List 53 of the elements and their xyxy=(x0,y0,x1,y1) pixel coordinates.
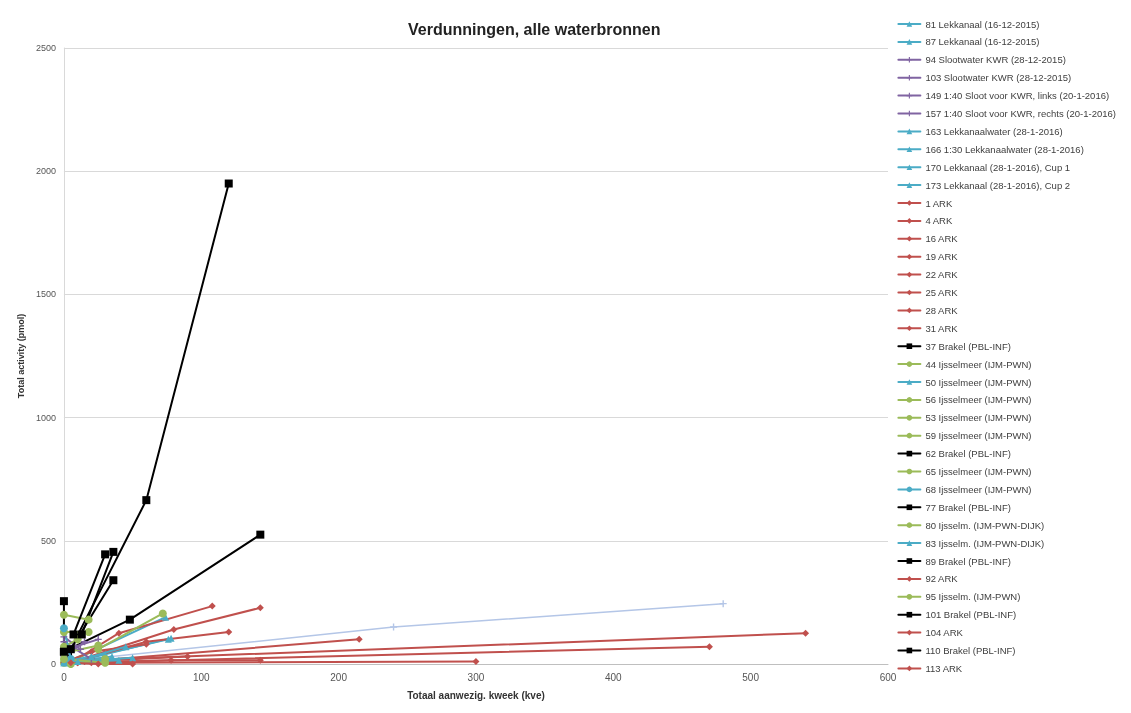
legend-label: 170 Lekkanaal (28-1-2016), Cup 1 xyxy=(925,161,1071,173)
y-axis-title: Total activity (pmol) xyxy=(15,313,26,399)
legend-label: 16 ARK xyxy=(925,233,959,245)
legend-label: 28 ARK xyxy=(925,304,959,316)
legend-label: 87 Lekkanaal (16-12-2015) xyxy=(925,36,1040,48)
legend-label: 59 Ijsselmeer (IJM-PWN) xyxy=(925,430,1032,442)
legend-label: 103 Slootwater KWR (28-12-2015) xyxy=(925,72,1072,84)
legend-label: 1 ARK xyxy=(925,197,953,209)
legend-label: 104 ARK xyxy=(925,627,964,639)
y-tick-label: 500 xyxy=(40,535,56,546)
x-tick-label: 0 xyxy=(61,671,68,683)
legend-label: 31 ARK xyxy=(925,322,959,334)
legend-label: 81 Lekkanaal (16-12-2015) xyxy=(925,18,1040,30)
x-tick-label: 200 xyxy=(330,671,348,683)
legend-label: 22 ARK xyxy=(925,269,959,281)
legend-label: 163 Lekkanaalwater (28-1-2016) xyxy=(925,125,1063,137)
legend-label: 166 1:30 Lekkanaalwater (28-1-2016) xyxy=(925,143,1084,155)
x-tick-label: 100 xyxy=(192,671,211,683)
legend-label: 83 Ijsselm. (IJM-PWN-DIJK) xyxy=(925,537,1045,549)
legend-label: 173 Lekkanaal (28-1-2016), Cup 2 xyxy=(925,179,1071,191)
y-tick-label: 0 xyxy=(50,659,56,669)
legend-label: 56 Ijsselmeer (IJM-PWN) xyxy=(925,394,1032,406)
x-tick-label: 600 xyxy=(879,671,897,683)
legend-label: 92 ARK xyxy=(925,573,959,585)
x-tick-label: 500 xyxy=(742,671,760,683)
legend-label: 77 Brakel (PBL-INF) xyxy=(925,501,1011,513)
legend-label: 149 1:40 Sloot voor KWR, links (20-1-2016) xyxy=(925,90,1110,102)
legend-label: 65 Ijsselmeer (IJM-PWN) xyxy=(925,466,1032,477)
legend-label: 37 Brakel (PBL-INF) xyxy=(925,340,1011,352)
legend-label: 62 Brakel (PBL-INF) xyxy=(925,448,1011,460)
x-axis-title: Totaal aanwezig. kweek (kve) xyxy=(407,689,545,701)
legend-label: 50 Ijsselmeer (IJM-PWN) xyxy=(925,376,1032,388)
y-tick-label: 2500 xyxy=(35,43,56,53)
legend-label: 113 ARK xyxy=(925,662,963,674)
legend-label: 4 ARK xyxy=(925,215,953,227)
legend-label: 44 Ijsselmeer (IJM-PWN) xyxy=(925,358,1032,370)
x-tick-label: 300 xyxy=(467,671,485,683)
legend-label: 53 Ijsselmeer (IJM-PWN) xyxy=(925,412,1032,424)
y-tick-label: 1000 xyxy=(35,412,56,423)
chart-title: Verdunningen, alle waterbronnen xyxy=(408,20,661,38)
x-tick-label: 400 xyxy=(604,671,623,683)
legend-label: 95 Ijsselm. (IJM-PWN) xyxy=(925,591,1021,603)
legend-label: 101 Brakel (PBL-INF) xyxy=(925,609,1017,621)
legend-label: 68 Ijsselmeer (IJM-PWN) xyxy=(925,483,1032,495)
y-tick-label: 2000 xyxy=(35,166,56,177)
legend-label: 157 1:40 Sloot voor KWR, rechts (20-1-2016) xyxy=(925,108,1116,119)
legend-label: 25 ARK xyxy=(925,287,959,298)
legend-label: 19 ARK xyxy=(925,251,959,263)
legend-label: 89 Brakel (PBL-INF) xyxy=(925,555,1011,567)
legend-label: 80 Ijsselm. (IJM-PWN-DIJK) xyxy=(925,519,1045,531)
legend-label: 110 Brakel (PBL-INF) xyxy=(925,645,1016,656)
y-tick-label: 1500 xyxy=(35,289,56,300)
legend-label: 94 Slootwater KWR (28-12-2015) xyxy=(925,54,1066,66)
